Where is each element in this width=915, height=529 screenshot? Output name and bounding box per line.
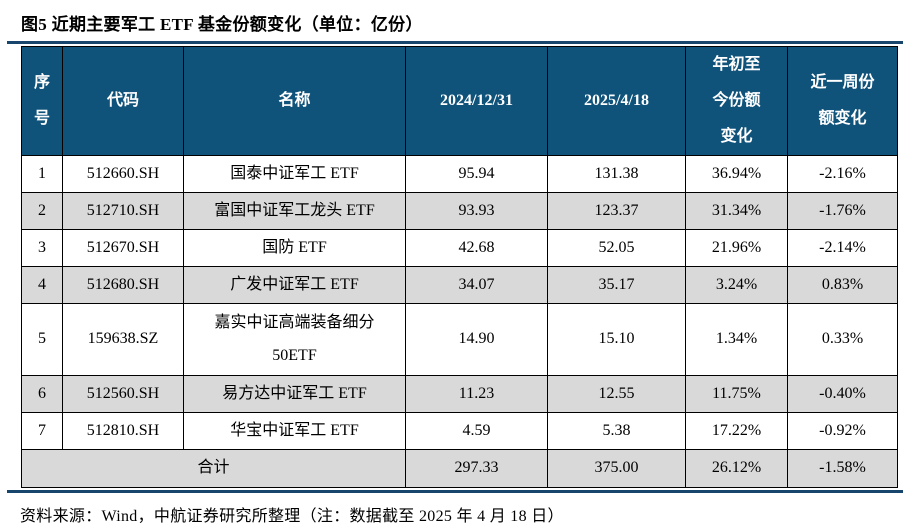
- cell-2024-value: 34.07: [405, 266, 548, 304]
- col-header-name: 名称: [183, 46, 406, 156]
- cell-week-change: -0.40%: [787, 375, 898, 413]
- col-header-2025-4-18: 2025/4/18: [547, 46, 686, 156]
- cell-seq: 7: [21, 412, 63, 450]
- cell-ytd-change: 21.96%: [685, 229, 788, 267]
- total-2024-value: 297.33: [405, 449, 548, 488]
- cell-week-change: -2.16%: [787, 155, 898, 193]
- cell-2024-value: 42.68: [405, 229, 548, 267]
- col-header-2024-12-31: 2024/12/31: [405, 46, 548, 156]
- cell-name: 嘉实中证高端装备细分 50ETF: [183, 303, 406, 376]
- total-2025-value: 375.00: [547, 449, 686, 488]
- cell-seq: 2: [21, 192, 63, 230]
- total-label: 合计: [21, 449, 406, 488]
- cell-2025-value: 15.10: [547, 303, 686, 376]
- cell-code: 512680.SH: [62, 266, 184, 304]
- cell-code: 512660.SH: [62, 155, 184, 193]
- cell-ytd-change: 3.24%: [685, 266, 788, 304]
- cell-seq: 5: [21, 303, 63, 376]
- table-row: 5 159638.SZ 嘉实中证高端装备细分 50ETF 14.90 15.10…: [21, 303, 898, 376]
- cell-week-change: -1.76%: [787, 192, 898, 230]
- total-week-change: -1.58%: [787, 449, 898, 488]
- cell-week-change: -2.14%: [787, 229, 898, 267]
- table-bottom-divider: [7, 490, 903, 493]
- cell-week-change: -0.92%: [787, 412, 898, 450]
- cell-name: 国泰中证军工 ETF: [183, 155, 406, 193]
- cell-2025-value: 35.17: [547, 266, 686, 304]
- table-row: 3 512670.SH 国防 ETF 42.68 52.05 21.96% -2…: [21, 229, 898, 267]
- total-row: 合计 297.33 375.00 26.12% -1.58%: [21, 449, 898, 488]
- cell-seq: 6: [21, 375, 63, 413]
- cell-code: 159638.SZ: [62, 303, 184, 376]
- cell-code: 512560.SH: [62, 375, 184, 413]
- table-row: 1 512660.SH 国泰中证军工 ETF 95.94 131.38 36.9…: [21, 155, 898, 193]
- cell-2025-value: 131.38: [547, 155, 686, 193]
- total-ytd-change: 26.12%: [685, 449, 788, 488]
- page-title: 图5 近期主要军工 ETF 基金份额变化（单位：亿份）: [21, 15, 423, 34]
- col-header-code: 代码: [62, 46, 184, 156]
- cell-2025-value: 12.55: [547, 375, 686, 413]
- cell-2024-value: 93.93: [405, 192, 548, 230]
- cell-week-change: 0.33%: [787, 303, 898, 376]
- cell-code: 512710.SH: [62, 192, 184, 230]
- cell-seq: 3: [21, 229, 63, 267]
- cell-2024-value: 11.23: [405, 375, 548, 413]
- source-note: 资料来源：Wind，中航证券研究所整理（注：数据截至 2025 年 4 月 18…: [20, 508, 564, 525]
- cell-2024-value: 14.90: [405, 303, 548, 376]
- cell-ytd-change: 17.22%: [685, 412, 788, 450]
- cell-2025-value: 5.38: [547, 412, 686, 450]
- header-row: 序 号 代码 名称 2024/12/31 2025/4/18 年初至 今份额 变…: [21, 46, 898, 156]
- cell-week-change: 0.83%: [787, 266, 898, 304]
- cell-seq: 1: [21, 155, 63, 193]
- cell-code: 512670.SH: [62, 229, 184, 267]
- cell-ytd-change: 1.34%: [685, 303, 788, 376]
- cell-ytd-change: 36.94%: [685, 155, 788, 193]
- cell-name: 华宝中证军工 ETF: [183, 412, 406, 450]
- report-figure: 图5 近期主要军工 ETF 基金份额变化（单位：亿份） 序 号 代码 名称 20…: [0, 13, 915, 529]
- cell-name: 国防 ETF: [183, 229, 406, 267]
- table-row: 6 512560.SH 易方达中证军工 ETF 11.23 12.55 11.7…: [21, 375, 898, 413]
- cell-code: 512810.SH: [62, 412, 184, 450]
- table-row: 4 512680.SH 广发中证军工 ETF 34.07 35.17 3.24%…: [21, 266, 898, 304]
- fund-share-table: 序 号 代码 名称 2024/12/31 2025/4/18 年初至 今份额 变…: [21, 46, 898, 488]
- table-row: 2 512710.SH 富国中证军工龙头 ETF 93.93 123.37 31…: [21, 192, 898, 230]
- cell-seq: 4: [21, 266, 63, 304]
- col-header-week-change: 近一周份 额变化: [787, 46, 898, 156]
- col-header-seq: 序 号: [21, 46, 63, 156]
- cell-name: 易方达中证军工 ETF: [183, 375, 406, 413]
- col-header-ytd-change: 年初至 今份额 变化: [685, 46, 788, 156]
- cell-ytd-change: 31.34%: [685, 192, 788, 230]
- cell-2025-value: 123.37: [547, 192, 686, 230]
- cell-2025-value: 52.05: [547, 229, 686, 267]
- cell-ytd-change: 11.75%: [685, 375, 788, 413]
- cell-2024-value: 95.94: [405, 155, 548, 193]
- table-row: 7 512810.SH 华宝中证军工 ETF 4.59 5.38 17.22% …: [21, 412, 898, 450]
- cell-2024-value: 4.59: [405, 412, 548, 450]
- cell-name: 富国中证军工龙头 ETF: [183, 192, 406, 230]
- title-divider: [7, 41, 903, 44]
- cell-name: 广发中证军工 ETF: [183, 266, 406, 304]
